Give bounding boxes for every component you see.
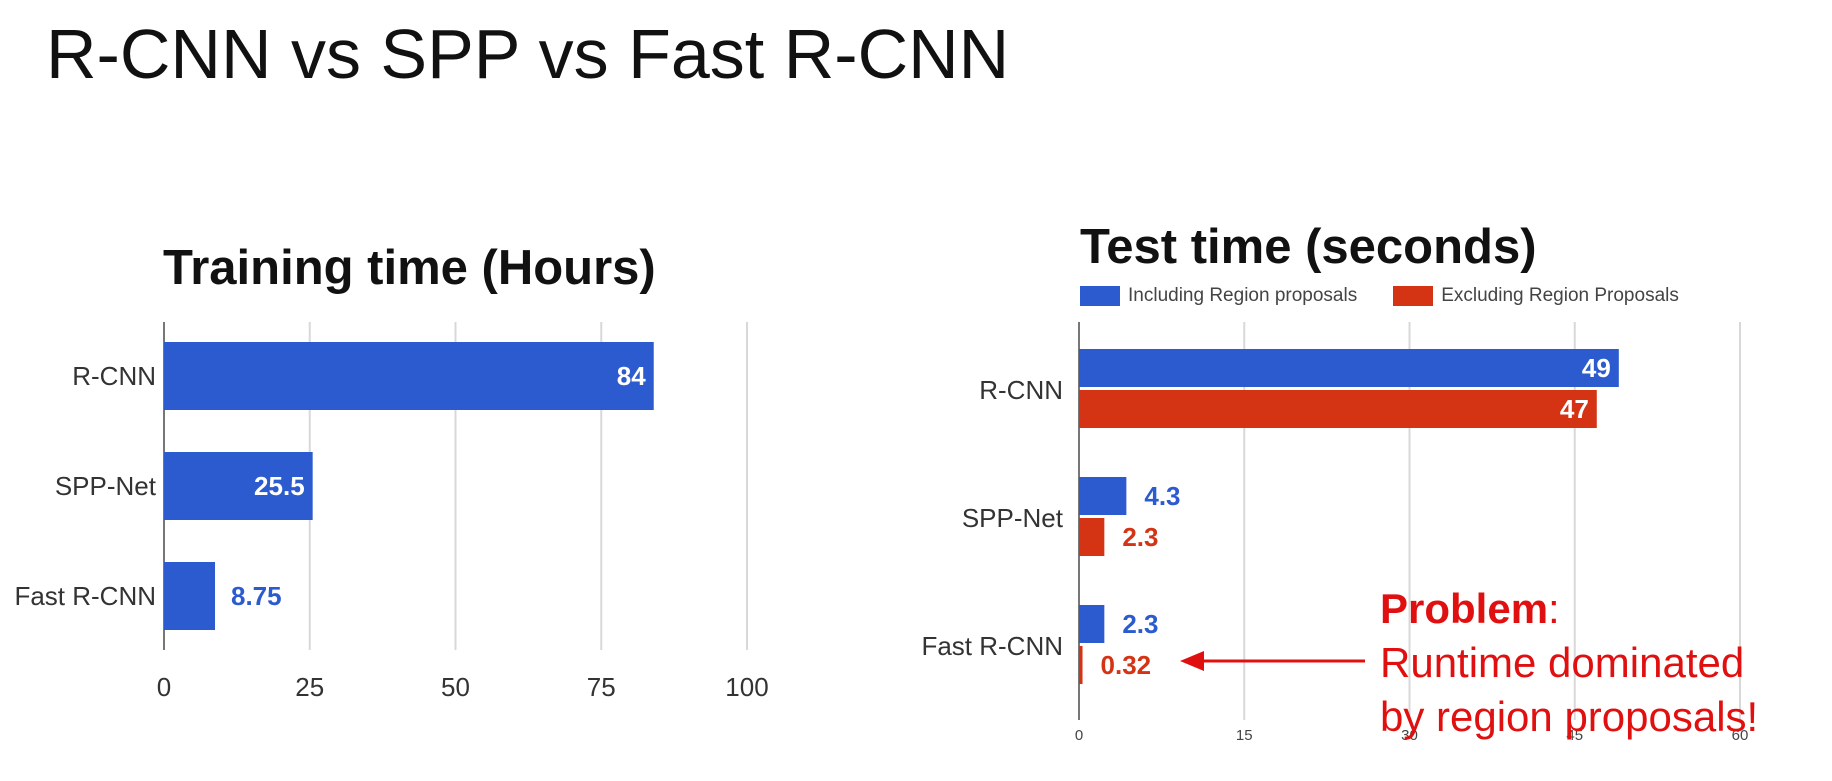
test-bar-including: [1079, 477, 1127, 515]
legend-item-including: Including Region proposals: [1080, 285, 1357, 307]
problem-colon: :: [1548, 585, 1560, 632]
test-category-label: R-CNN: [979, 375, 1063, 405]
train-x-tick-label: 0: [157, 672, 171, 702]
test-x-tick-label: 15: [1236, 727, 1253, 744]
problem-annotation: Problem: Runtime dominated by region pro…: [1380, 582, 1758, 744]
test-bar-excluding: [1079, 390, 1597, 428]
test-data-label: 0.32: [1101, 650, 1152, 680]
legend-item-excluding: Excluding Region Proposals: [1393, 285, 1679, 307]
legend-swatch-including: [1080, 286, 1120, 306]
train-x-tick-label: 50: [441, 672, 470, 702]
test-category-label: Fast R-CNN: [921, 631, 1063, 661]
problem-line-2: by region proposals!: [1380, 693, 1759, 740]
train-x-tick-label: 100: [725, 672, 768, 702]
test-chart-title: Test time (seconds): [1080, 220, 1537, 274]
slide-title: R-CNN vs SPP vs Fast R-CNN: [46, 15, 1010, 93]
train-category-label: R-CNN: [72, 361, 156, 391]
train-bar: [164, 452, 313, 520]
train-bar: [164, 562, 216, 630]
test-data-label: 2.3: [1122, 522, 1158, 552]
train-x-tick-label: 25: [295, 672, 324, 702]
training-chart-title: Training time (Hours): [163, 241, 656, 295]
test-data-label: 47: [1560, 394, 1589, 424]
legend-label-excluding: Excluding Region Proposals: [1441, 285, 1679, 306]
train-bar: [164, 342, 654, 410]
train-category-label: SPP-Net: [55, 471, 157, 501]
test-x-tick-label: 30: [1401, 727, 1418, 744]
problem-label: Problem: [1380, 585, 1549, 632]
test-bar-excluding: [1079, 646, 1083, 684]
test-data-label: 49: [1582, 353, 1611, 383]
legend-label-including: Including Region proposals: [1128, 285, 1358, 306]
legend-swatch-excluding: [1393, 286, 1434, 306]
test-x-tick-label: 0: [1075, 727, 1083, 744]
annotation-arrowhead-icon: [1180, 651, 1204, 671]
test-bar-including: [1079, 349, 1619, 387]
test-data-label: 4.3: [1144, 481, 1180, 511]
train-data-label: 25.5: [254, 471, 305, 501]
test-chart-legend: Including Region proposals Excluding Reg…: [1080, 285, 1715, 307]
test-x-tick-label: 60: [1732, 727, 1749, 744]
train-data-label: 84: [617, 361, 646, 391]
test-x-tick-label: 45: [1566, 727, 1583, 744]
test-category-label: SPP-Net: [962, 503, 1064, 533]
train-data-label: 8.75: [231, 581, 282, 611]
test-bar-including: [1079, 605, 1105, 643]
test-bar-excluding: [1079, 518, 1105, 556]
test-data-label: 2.3: [1122, 609, 1158, 639]
problem-heading: Problem:: [1380, 582, 1758, 636]
problem-line-1: Runtime dominated: [1380, 639, 1745, 686]
train-x-tick-label: 75: [587, 672, 616, 702]
train-category-label: Fast R-CNN: [14, 581, 156, 611]
